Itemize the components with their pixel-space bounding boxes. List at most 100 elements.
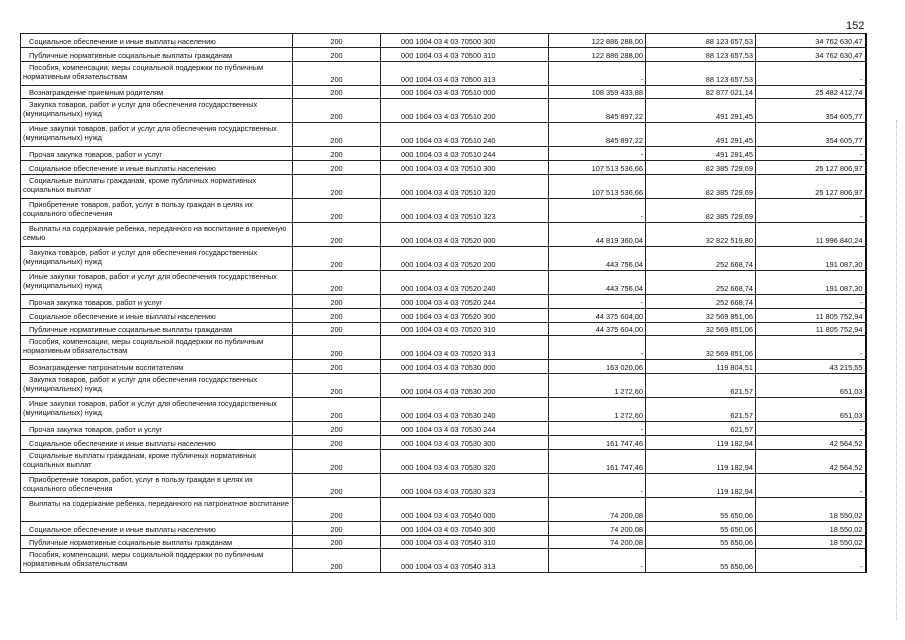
row-executed: 621,57 [645, 397, 756, 423]
row-kbk: 000 1004 03 4 03 70530 200 [380, 373, 549, 399]
row-code: 200 [292, 520, 381, 536]
row-executed: 82 877 021,14 [645, 84, 756, 100]
row-approved: 1 272,60 [548, 373, 646, 399]
row-kbk: 000 1004 03 4 03 70510 323 [380, 197, 549, 223]
table-row: Социальное обеспечение и иные выплаты на… [20, 520, 867, 536]
row-kbk: 000 1004 03 4 03 70520 000 [380, 221, 549, 247]
row-code: 200 [292, 359, 381, 375]
row-remaining: 651,03 [755, 373, 867, 399]
row-remaining: - [755, 60, 867, 86]
row-remaining: 11 805 752,94 [755, 321, 867, 337]
table-row: Прочая закупка товаров, работ и услуг 200… [20, 421, 867, 436]
table-row: Социальные выплаты гражданам, кроме публ… [20, 173, 867, 199]
row-code: 200 [292, 434, 381, 450]
row-name: Прочая закупка товаров, работ и услуг [20, 293, 293, 309]
row-approved: - [548, 472, 646, 498]
row-executed: 119 182,94 [645, 434, 756, 450]
row-approved: 107 513 536,66 [548, 160, 646, 175]
row-approved: 845 897,22 [548, 122, 646, 148]
row-name: Прочая закупка товаров, работ и услуг [20, 146, 293, 162]
row-approved: - [548, 197, 646, 223]
row-approved: 44 819 360,04 [548, 221, 646, 247]
table-row: Вознаграждение приемным родителям 200 000 … [20, 84, 867, 100]
row-kbk: 000 1004 03 4 03 70540 313 [380, 548, 549, 574]
row-approved: 44 375 604,00 [548, 307, 646, 323]
row-code: 200 [292, 321, 381, 337]
row-code: 200 [292, 33, 381, 48]
row-kbk: 000 1004 03 4 03 70530 323 [380, 472, 549, 498]
row-executed: 32 569 851,06 [645, 321, 756, 337]
table-row: Пособия, компенсации, меры социальной по… [20, 548, 867, 574]
row-kbk: 000 1004 03 4 03 70530 000 [380, 359, 549, 375]
row-name: Закупка товаров, работ и услуг для обесп… [20, 373, 293, 399]
row-code: 200 [292, 269, 381, 295]
row-kbk: 000 1004 03 4 03 70530 320 [380, 448, 549, 474]
row-remaining: - [755, 293, 867, 309]
table-row: Пособия, компенсации, меры социальной по… [20, 335, 867, 361]
row-executed: 491 291,45 [645, 122, 756, 148]
row-executed: 119 182,94 [645, 472, 756, 498]
table-row: Социальное обеспечение и иные выплаты на… [20, 160, 867, 175]
row-remaining: 651,03 [755, 397, 867, 423]
row-executed: 82 385 729,69 [645, 197, 756, 223]
scan-edge [896, 120, 898, 620]
row-code: 200 [292, 60, 381, 86]
row-remaining: - [755, 472, 867, 498]
row-code: 200 [292, 534, 381, 550]
table-body: Социальное обеспечение и иные выплаты на… [20, 33, 867, 574]
row-code: 200 [292, 293, 381, 309]
row-code: 200 [292, 307, 381, 323]
row-code: 200 [292, 98, 381, 124]
row-approved: - [548, 548, 646, 574]
row-approved: 74 200,08 [548, 496, 646, 522]
row-kbk: 000 1004 03 4 03 70510 320 [380, 173, 549, 199]
row-remaining: 354 605,77 [755, 98, 867, 124]
row-approved: 108 359 433,88 [548, 84, 646, 100]
row-approved: 163 020,06 [548, 359, 646, 375]
page-number: 152 [846, 20, 865, 32]
row-executed: 88 123 657,53 [645, 46, 756, 62]
row-kbk: 000 1004 03 4 03 70510 300 [380, 160, 549, 175]
row-code: 200 [292, 397, 381, 423]
row-executed: 252 668,74 [645, 293, 756, 309]
row-name: Социальное обеспечение и иные выплаты на… [20, 434, 293, 450]
table-row: Закупка товаров, работ и услуг для обесп… [20, 98, 867, 124]
row-name: Вознаграждение патронатным воспитателям [20, 359, 293, 375]
row-remaining: 18 550,02 [755, 520, 867, 536]
row-name: Социальные выплаты гражданам, кроме публ… [20, 448, 293, 474]
table-row: Приобретение товаров, работ, услуг в пол… [20, 472, 867, 498]
row-kbk: 000 1004 03 4 03 70520 310 [380, 321, 549, 337]
row-executed: 82 385 729,69 [645, 160, 756, 175]
row-code: 200 [292, 122, 381, 148]
row-kbk: 000 1004 03 4 03 70530 244 [380, 421, 549, 436]
row-code: 200 [292, 197, 381, 223]
row-remaining: - [755, 548, 867, 574]
row-approved: 161 747,46 [548, 448, 646, 474]
row-name: Иные закупки товаров, работ и услуг для … [20, 269, 293, 295]
row-code: 200 [292, 221, 381, 247]
row-remaining: 43 215,55 [755, 359, 867, 375]
row-executed: 55 650,06 [645, 520, 756, 536]
table-row: Публичные нормативные социальные выплаты… [20, 534, 867, 550]
row-kbk: 000 1004 03 4 03 70520 200 [380, 245, 549, 271]
row-code: 200 [292, 146, 381, 162]
table-row: Прочая закупка товаров, работ и услуг 200… [20, 146, 867, 162]
row-name: Закупка товаров, работ и услуг для обесп… [20, 98, 293, 124]
table-row: Пособия, компенсации, меры социальной по… [20, 60, 867, 86]
table-row: Социальное обеспечение и иные выплаты на… [20, 434, 867, 450]
table-row: Публичные нормативные социальные выплаты… [20, 46, 867, 62]
row-remaining: 18 550,02 [755, 534, 867, 550]
table-row: Социальное обеспечение и иные выплаты на… [20, 307, 867, 323]
row-approved: 107 513 536,66 [548, 173, 646, 199]
row-executed: 88 123 657,53 [645, 60, 756, 86]
row-executed: 32 569 851,06 [645, 307, 756, 323]
row-executed: 32 822 519,80 [645, 221, 756, 247]
row-name: Пособия, компенсации, меры социальной по… [20, 548, 293, 574]
table-row: Иные закупки товаров, работ и услуг для … [20, 269, 867, 295]
row-kbk: 000 1004 03 4 03 70510 000 [380, 84, 549, 100]
row-remaining: 11 996 840,24 [755, 221, 867, 247]
row-name: Пособия, компенсации, меры социальной по… [20, 335, 293, 361]
row-remaining: - [755, 197, 867, 223]
row-executed: 32 569 851,06 [645, 335, 756, 361]
row-kbk: 000 1004 03 4 03 70500 300 [380, 33, 549, 48]
